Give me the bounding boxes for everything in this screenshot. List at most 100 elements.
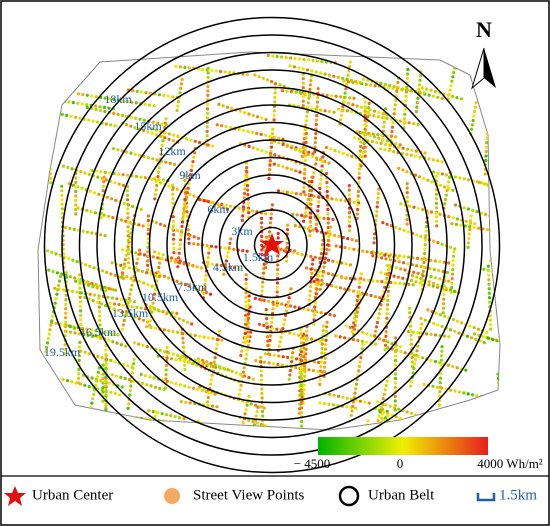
street-view-point [132,341,136,345]
street-view-point [489,327,493,331]
street-view-point [325,320,329,324]
street-view-point [83,383,87,387]
street-view-point [434,197,438,201]
street-view-point [73,326,77,330]
street-view-point [172,237,176,241]
street-view-point [350,409,354,413]
street-view-point [358,149,362,153]
street-view-point [71,101,75,105]
street-view-point [242,191,247,196]
street-view-point [316,209,320,213]
street-view-point [345,396,349,400]
street-view-point [451,75,455,79]
street-view-point [76,381,80,385]
street-view-point [283,318,287,322]
street-view-point [267,361,271,365]
street-view-point [107,331,111,335]
street-view-point [313,255,317,259]
street-view-point [98,314,102,318]
street-view-point [163,224,167,228]
street-view-point [349,413,353,417]
street-view-point [326,217,331,221]
street-view-point [323,256,327,260]
street-view-point [78,345,82,349]
street-view-point [259,360,263,364]
street-view-point [265,257,269,261]
street-view-point [165,345,169,350]
street-view-point [379,271,383,275]
street-view-point [438,260,442,264]
street-view-point [300,213,304,217]
street-view-point [384,416,388,420]
street-view-point [107,286,111,291]
street-view-point [375,141,379,145]
street-view-point [162,328,166,332]
street-view-point [161,139,165,143]
street-view-point [442,185,447,189]
street-view-point [134,101,138,105]
street-view-point [302,185,306,189]
street-view-point [393,403,397,408]
street-view-point [206,84,210,88]
street-view-point [383,348,387,352]
street-view-point [385,307,389,311]
street-view-point [383,285,387,289]
street-view-point [358,80,362,84]
street-view-point [95,300,99,304]
street-view-point [481,227,485,231]
street-view-point [325,283,329,287]
street-view-point [86,283,91,287]
street-view-point [453,389,457,393]
street-view-point [250,209,255,213]
street-view-point [224,203,228,207]
street-view-point [146,232,150,236]
street-view-point [245,352,249,357]
street-view-point [305,202,309,206]
street-view-point [141,318,145,322]
street-view-point [61,377,65,381]
street-view-point [482,267,486,271]
street-view-point [376,316,380,320]
street-view-point [77,332,81,336]
street-view-point [205,360,209,364]
street-view-point [313,305,317,309]
street-view-point [304,347,308,351]
street-view-point [63,343,67,347]
street-view-point [140,269,144,273]
street-view-point [54,252,58,256]
street-view-point [398,345,403,349]
street-view-point [222,272,226,276]
street-view-point [123,264,127,269]
street-view-point [74,194,78,198]
street-view-point [374,218,378,222]
street-view-point [423,252,427,256]
street-view-point [157,265,161,270]
street-view-point [176,353,180,357]
street-view-point [157,251,161,255]
street-view-point [348,325,352,329]
street-view-point [484,158,488,163]
street-view-point [153,250,157,254]
street-view-point [272,353,276,357]
street-view-point [132,357,136,361]
street-view-point [434,211,438,215]
colorbar-label: 4000 Wh/m² [477,456,543,471]
street-view-point [85,103,89,107]
street-view-point [187,241,191,245]
street-view-point [447,261,451,265]
street-view-point [326,272,330,276]
street-view-point [121,248,125,252]
street-view-point [406,67,410,72]
street-view-point [157,177,161,181]
street-view-point [268,151,273,156]
street-view-point [328,229,332,234]
street-view-point [287,296,291,300]
street-view-point [164,372,168,377]
street-view-point [151,255,155,259]
street-view-point [119,275,124,279]
street-view-point [264,133,268,137]
street-view-point [366,110,370,114]
street-view-point [402,117,407,121]
street-view-point [366,78,370,82]
street-view-point [120,327,124,331]
